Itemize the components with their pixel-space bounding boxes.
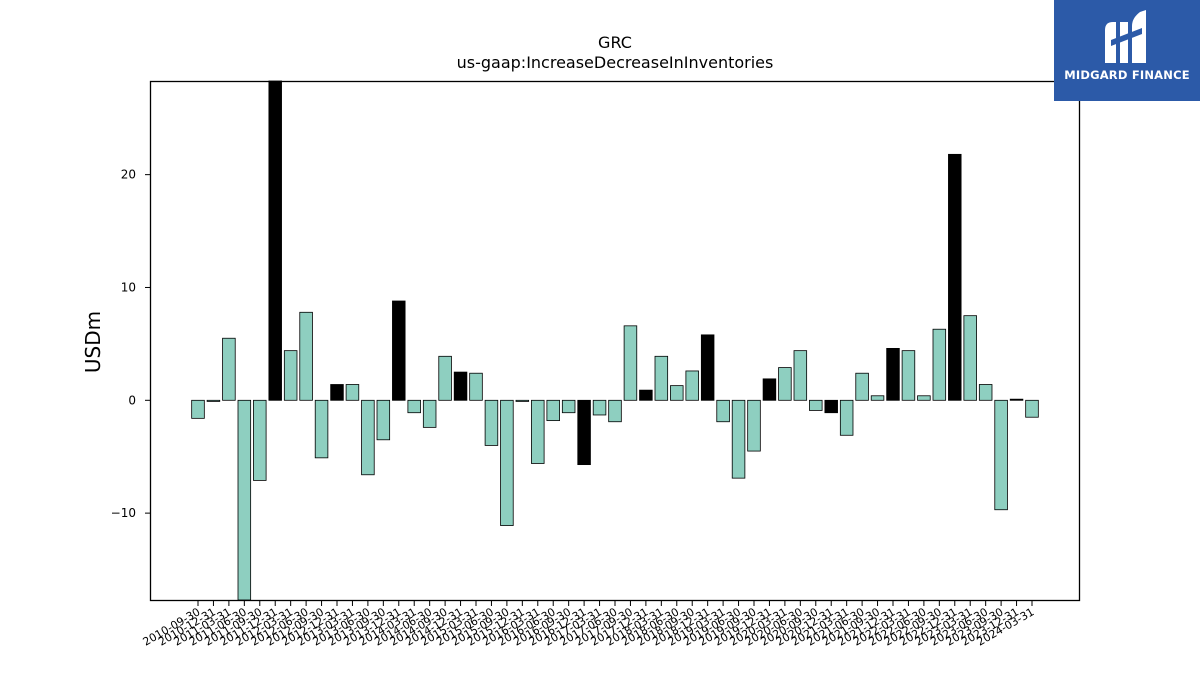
bar-2014-09-30 xyxy=(438,355,452,401)
bar-2021-06-30 xyxy=(855,372,869,401)
bar-2018-12-31 xyxy=(700,334,715,401)
plot-frame xyxy=(149,80,1081,602)
bar-2018-09-30 xyxy=(685,370,699,401)
bar-2018-03-31 xyxy=(654,355,669,401)
bar-2020-03-31 xyxy=(778,367,792,401)
bars-group xyxy=(191,80,1039,601)
bar-2019-09-30 xyxy=(747,399,761,452)
bar-2010-12-31 xyxy=(206,399,221,402)
bar-2012-09-30 xyxy=(314,399,329,459)
bar-2013-06-30 xyxy=(361,399,375,476)
bar-2011-06-30 xyxy=(237,399,252,601)
bar-2017-03-31 xyxy=(592,399,607,416)
bar-2022-09-30 xyxy=(932,328,947,401)
bar-2017-09-30 xyxy=(623,325,638,401)
bar-2011-09-30 xyxy=(253,399,267,481)
bar-2015-03-31 xyxy=(469,372,483,401)
bar-2015-09-30 xyxy=(500,399,514,526)
bar-2023-09-30 xyxy=(994,399,1008,511)
bar-2020-12-31 xyxy=(824,399,838,414)
bar-2012-03-31 xyxy=(283,350,298,401)
bar-2023-03-31 xyxy=(963,315,977,401)
bar-2017-12-31 xyxy=(639,389,653,401)
y-tick-label: 10 xyxy=(121,280,136,294)
bar-2016-12-31 xyxy=(577,399,591,466)
bar-2020-06-30 xyxy=(793,350,808,401)
bar-2010-09-30 xyxy=(191,399,205,419)
bar-2014-06-30 xyxy=(422,399,437,428)
bar-2022-06-30 xyxy=(917,395,931,401)
bar-2016-09-30 xyxy=(561,399,576,414)
bar-2021-12-31 xyxy=(886,347,900,401)
bar-2021-09-30 xyxy=(870,395,885,401)
bar-2023-06-30 xyxy=(978,384,993,401)
x-ticks-group: 2010-09-302010-12-312011-03-312011-06-30… xyxy=(141,600,1037,649)
bar-2019-12-31 xyxy=(762,378,777,401)
midgard-logo-icon xyxy=(1105,10,1146,63)
bar-2023-12-31 xyxy=(1009,398,1024,401)
logo-text: MIDGARD FINANCE xyxy=(1064,68,1190,82)
brand-logo: MIDGARD FINANCE xyxy=(1054,0,1200,101)
bar-2012-12-31 xyxy=(330,384,344,401)
bar-2016-03-31 xyxy=(531,399,545,464)
y-tick-label: −10 xyxy=(111,506,136,520)
bar-2015-06-30 xyxy=(484,399,499,446)
bar-2013-12-31 xyxy=(392,300,406,401)
bar-2014-12-31 xyxy=(453,371,468,401)
y-axis-label: USDm xyxy=(81,311,105,373)
chart-subtitle: us-gaap:IncreaseDecreaseInInventories xyxy=(457,53,774,72)
y-ticks-group: −10 0 10 20 xyxy=(111,168,151,520)
bar-2019-03-31 xyxy=(716,399,730,423)
y-tick-label: 20 xyxy=(121,168,136,182)
chart-title: GRC xyxy=(598,33,632,52)
bar-2014-03-31 xyxy=(407,399,421,414)
bar-2019-06-30 xyxy=(731,399,746,479)
bar-2020-09-30 xyxy=(809,399,823,411)
bar-2018-06-30 xyxy=(670,385,684,401)
bar-2013-03-31 xyxy=(345,384,360,401)
y-tick-label: 0 xyxy=(128,393,136,407)
bar-2022-03-31 xyxy=(901,350,916,401)
bar-2011-03-31 xyxy=(222,337,236,401)
bar-2015-12-31 xyxy=(515,399,530,402)
bar-2013-09-30 xyxy=(376,399,391,441)
bar-2011-12-31 xyxy=(268,80,282,401)
bar-2012-06-30 xyxy=(299,311,313,401)
bar-2024-03-31 xyxy=(1025,399,1039,418)
bar-2021-03-31 xyxy=(839,399,854,436)
bar-2017-06-30 xyxy=(608,399,622,423)
bar-2016-06-30 xyxy=(546,399,560,422)
bar-2022-12-31 xyxy=(948,153,962,401)
